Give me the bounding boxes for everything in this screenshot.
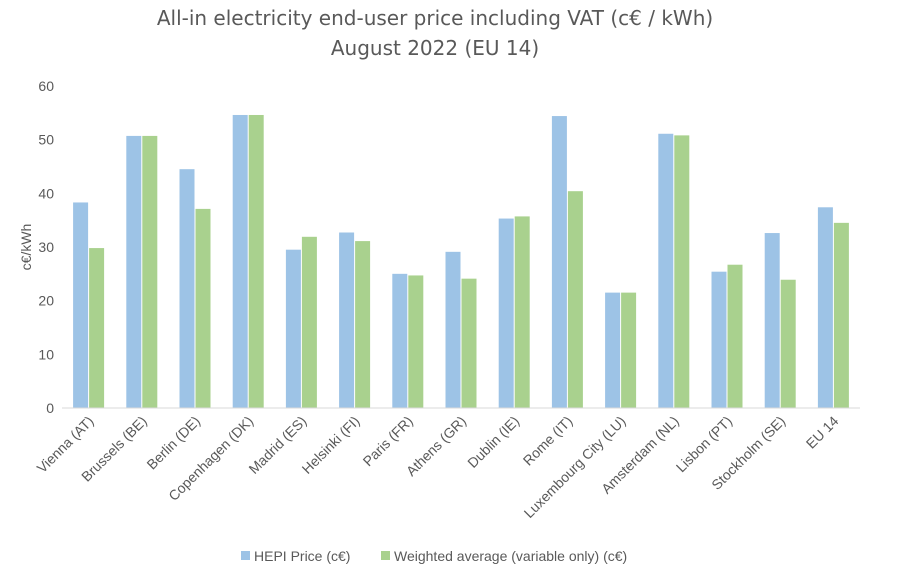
y-tick-label: 20	[38, 293, 54, 309]
bar-weighted-4	[301, 236, 317, 408]
bar-hepi-13	[764, 233, 780, 408]
legend-swatch-1	[381, 551, 390, 560]
x-tick-labels: Vienna (AT)Brussels (BE)Berlin (DE)Copen…	[34, 413, 842, 521]
legend-swatch-0	[241, 551, 250, 560]
y-tick-label: 30	[38, 239, 54, 255]
bar-hepi-8	[498, 218, 514, 408]
bar-weighted-11	[674, 135, 690, 408]
bar-hepi-9	[551, 116, 567, 408]
bar-weighted-6	[408, 275, 424, 408]
bar-hepi-5	[339, 232, 355, 408]
bar-weighted-0	[89, 248, 105, 408]
bar-hepi-4	[285, 249, 301, 408]
bar-hepi-1	[126, 135, 142, 408]
y-axis-label: c€/kWh	[18, 224, 34, 271]
x-tick-label: Luxembourg City (LU)	[521, 413, 629, 521]
bar-weighted-14	[833, 222, 849, 408]
bar-weighted-12	[727, 264, 743, 408]
legend: HEPI Price (c€) Weighted average (variabl…	[241, 548, 627, 564]
bar-weighted-3	[248, 114, 264, 408]
x-tick-label: Dublin (IE)	[464, 413, 522, 471]
bar-hepi-3	[232, 114, 248, 408]
chart-title: All-in electricity end-user price includ…	[157, 6, 713, 30]
bar-weighted-9	[567, 191, 583, 408]
y-tick-label: 60	[38, 78, 54, 94]
bar-weighted-2	[195, 208, 211, 408]
x-tick-label: Rome (IT)	[520, 413, 576, 469]
x-tick-label: EU 14	[803, 413, 842, 452]
bar-weighted-10	[621, 292, 637, 408]
bar-hepi-7	[445, 251, 461, 408]
legend-label-1: Weighted average (variable only) (c€)	[394, 548, 627, 564]
bar-hepi-12	[711, 271, 727, 408]
y-tick-label: 0	[46, 400, 54, 416]
bar-weighted-1	[142, 135, 158, 408]
chart-subtitle: August 2022 (EU 14)	[331, 36, 539, 60]
bar-hepi-0	[73, 202, 89, 408]
bars	[73, 114, 849, 408]
x-tick-label: Paris (FR)	[360, 413, 416, 469]
x-tick-label: Helsinki (FI)	[299, 413, 363, 477]
legend-label-0: HEPI Price (c€)	[254, 548, 350, 564]
bar-hepi-2	[179, 169, 195, 408]
bar-hepi-11	[658, 133, 674, 408]
bar-weighted-8	[514, 216, 530, 408]
bar-hepi-6	[392, 273, 408, 408]
bar-hepi-14	[817, 207, 833, 408]
bar-weighted-5	[355, 241, 371, 408]
bar-weighted-13	[780, 279, 796, 408]
bar-weighted-7	[461, 278, 477, 408]
bar-hepi-10	[605, 292, 621, 408]
y-tick-labels: 0 10 20 30 40 50 60	[38, 78, 54, 416]
y-tick-label: 40	[38, 185, 54, 201]
y-tick-label: 10	[38, 346, 54, 362]
y-tick-label: 50	[38, 132, 54, 148]
